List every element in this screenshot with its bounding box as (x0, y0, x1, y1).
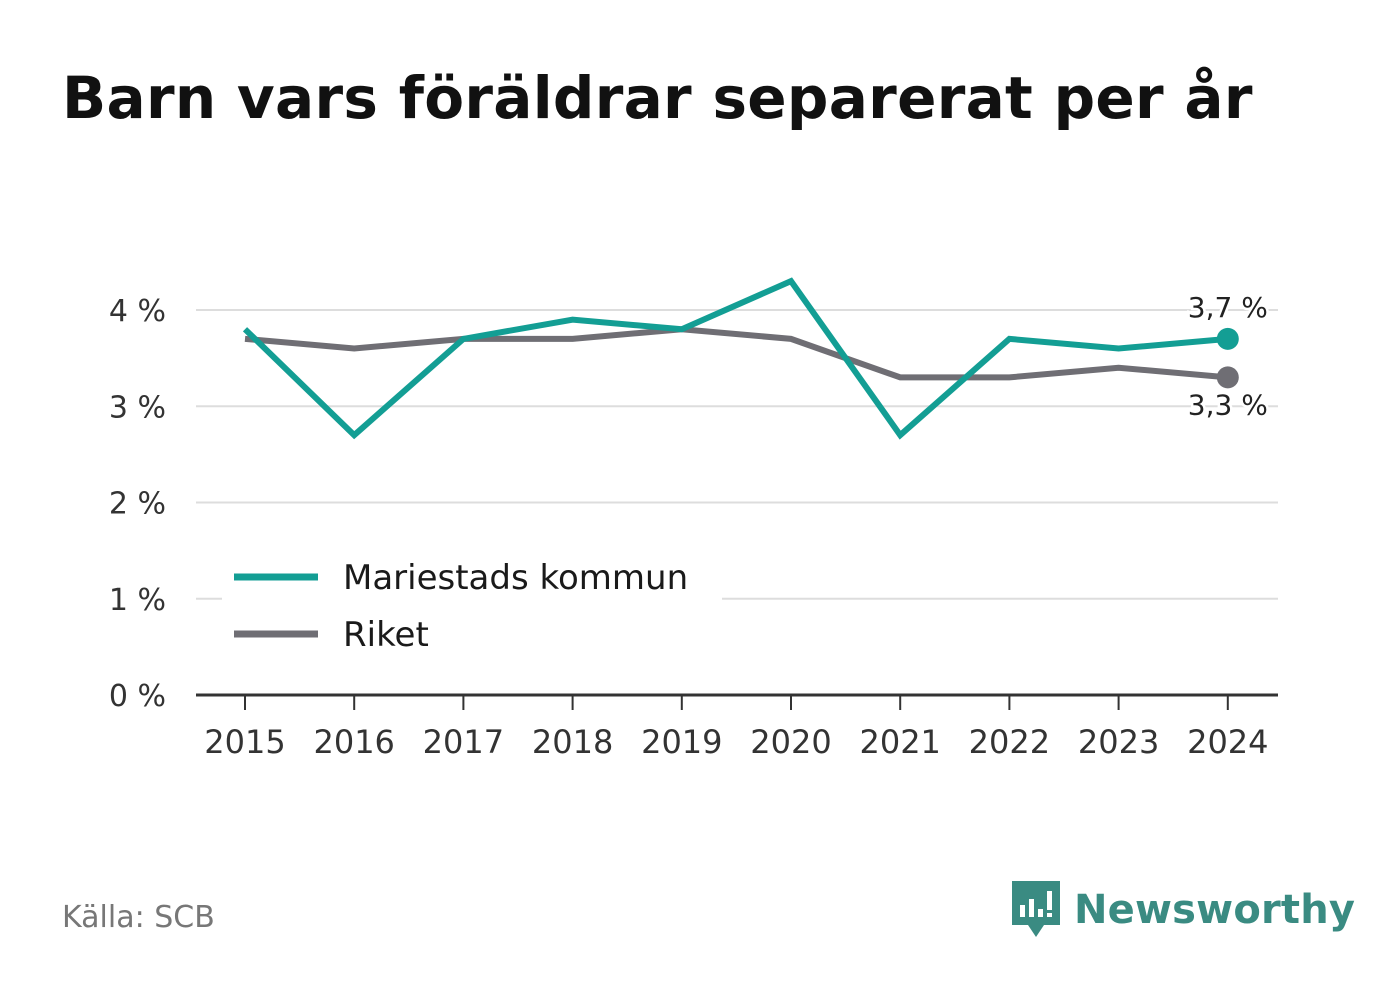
x-tick-label: 2019 (641, 723, 722, 761)
x-tick-label: 2017 (423, 723, 504, 761)
chart-title: Barn vars föräldrar separerat per år (62, 64, 1253, 132)
legend-box (222, 555, 722, 665)
legend-label: Mariestads kommun (343, 558, 688, 598)
x-tick-label: 2020 (750, 723, 831, 761)
series-end-point (1216, 327, 1239, 350)
newsworthy-logo-icon (1012, 881, 1060, 937)
x-tick-label: 2024 (1187, 723, 1268, 761)
brand-name: Newsworthy (1074, 887, 1356, 933)
legend-label: Riket (343, 615, 429, 655)
x-tick-label: 2021 (859, 723, 940, 761)
end-label-country: 3,3 % (1188, 388, 1268, 421)
series-line-municipality (242, 277, 1229, 440)
series-lines (242, 277, 1239, 440)
end-label-municipality: 3,7 % (1188, 291, 1268, 324)
y-tick-label: 0 % (109, 679, 166, 714)
series-line-country (244, 326, 1229, 381)
y-tick-label: 4 % (109, 294, 166, 329)
y-tick-label: 2 % (109, 487, 166, 522)
end-labels: 3,7 % 3,3 % (1185, 288, 1270, 424)
x-tick-label: 2015 (204, 723, 285, 761)
x-tick-label: 2018 (532, 723, 613, 761)
x-tick-label: 2016 (313, 723, 394, 761)
x-tick-label: 2022 (969, 723, 1050, 761)
y-tick-label: 3 % (109, 390, 166, 425)
x-tick-label: 2023 (1078, 723, 1159, 761)
y-tick-label: 1 % (109, 583, 166, 618)
brand-logo[interactable]: Newsworthy (1010, 878, 1355, 942)
y-axis-ticks: 0 % 1 % 2 % 3 % 4 % (109, 294, 166, 714)
source-note: Källa: SCB (62, 900, 215, 935)
series-end-point (1216, 366, 1239, 389)
x-axis: 2015 2016 2017 2018 2019 2020 2021 2022 2023 2024 (196, 693, 1278, 761)
legend: Mariestads kommun Riket (234, 558, 688, 655)
legend-background (222, 555, 722, 665)
